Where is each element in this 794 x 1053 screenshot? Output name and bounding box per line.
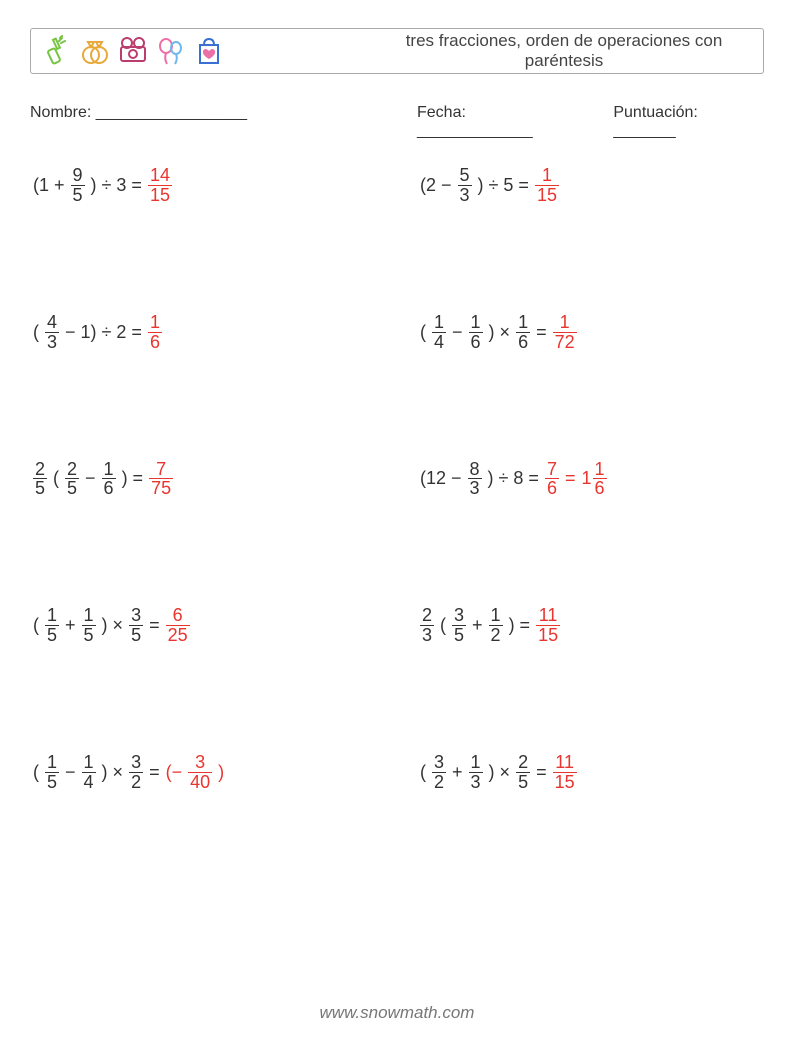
fraction: 43: [45, 313, 59, 352]
expr-text: ) ×: [99, 762, 127, 783]
expr-text: +: [469, 615, 486, 636]
header-icons: [41, 35, 225, 67]
problem: (2 −53) ÷ 5 =115: [417, 166, 764, 205]
problems-grid: (1 +95) ÷ 3 =1415(2 −53) ÷ 5 =115(43− 1)…: [30, 166, 764, 792]
expr-text: (−: [163, 762, 186, 783]
expr-text: ) =: [506, 615, 534, 636]
header-box: tres fracciones, orden de operaciones co…: [30, 28, 764, 74]
expr-text: (: [30, 762, 42, 783]
fraction: 53: [458, 166, 472, 205]
bottle-icon: [41, 35, 73, 67]
fraction: 16: [102, 460, 116, 499]
fraction: 172: [553, 313, 577, 352]
expr-text: (: [30, 615, 42, 636]
mixed-number: 116: [578, 460, 609, 499]
fraction: 35: [129, 606, 143, 645]
fraction: 14: [432, 313, 446, 352]
problem: (15+15) ×35=625: [30, 606, 377, 645]
expr-text: =: [562, 468, 579, 489]
fraction: 16: [148, 313, 162, 352]
fraction: 13: [469, 753, 483, 792]
page-title: tres fracciones, orden de operaciones co…: [225, 31, 753, 71]
problem: (32+13) ×25=1115: [417, 753, 764, 792]
fraction: 95: [71, 166, 85, 205]
fraction: 16: [593, 460, 607, 499]
expr-text: (12 −: [417, 468, 465, 489]
fraction: 32: [432, 753, 446, 792]
expr-text: +: [449, 762, 466, 783]
fraction: 14: [82, 753, 96, 792]
fraction: 16: [469, 313, 483, 352]
problem: (12 −83) ÷ 8 =76=116: [417, 460, 764, 499]
fraction: 12: [489, 606, 503, 645]
fraction: 25: [33, 460, 47, 499]
balloons-icon: [155, 35, 187, 67]
score-field: Puntuación: _______: [613, 104, 764, 140]
fraction: 16: [516, 313, 530, 352]
date-field: Fecha: _____________: [417, 104, 585, 140]
expr-text: =: [533, 762, 550, 783]
fraction: 25: [65, 460, 79, 499]
fraction: 23: [420, 606, 434, 645]
expr-text: ) ÷ 3 =: [88, 175, 145, 196]
expr-text: +: [62, 615, 79, 636]
problem: (1 +95) ÷ 3 =1415: [30, 166, 377, 205]
fraction: 115: [535, 166, 559, 205]
fraction: 15: [45, 753, 59, 792]
fraction: 1115: [553, 753, 577, 792]
expr-text: (2 −: [417, 175, 455, 196]
expr-text: =: [533, 322, 550, 343]
expr-text: ) ÷ 5 =: [475, 175, 532, 196]
footer-url: www.snowmath.com: [0, 1003, 794, 1023]
fraction: 32: [129, 753, 143, 792]
expr-text: ) =: [119, 468, 147, 489]
expr-text: −: [82, 468, 99, 489]
expr-text: ) ×: [486, 762, 514, 783]
fraction: 15: [45, 606, 59, 645]
expr-text: ): [215, 762, 227, 783]
fraction: 775: [149, 460, 173, 499]
meta-row: Nombre: _________________ Fecha: _______…: [30, 104, 764, 140]
fraction: 1415: [148, 166, 172, 205]
camera-icon: [117, 35, 149, 67]
name-field: Nombre: _________________: [30, 104, 377, 140]
expr-text: (: [417, 762, 429, 783]
fraction: 15: [82, 606, 96, 645]
expr-text: (: [50, 468, 62, 489]
expr-text: (1 +: [30, 175, 68, 196]
rings-icon: [79, 35, 111, 67]
expr-text: − 1) ÷ 2 =: [62, 322, 145, 343]
expr-text: −: [449, 322, 466, 343]
fraction: 83: [468, 460, 482, 499]
fraction: 340: [188, 753, 212, 792]
expr-text: ) ×: [486, 322, 514, 343]
fraction: 1115: [536, 606, 560, 645]
fraction: 625: [166, 606, 190, 645]
expr-text: ) ×: [99, 615, 127, 636]
fraction: 25: [516, 753, 530, 792]
expr-text: (: [417, 322, 429, 343]
problem: 23(35+12) =1115: [417, 606, 764, 645]
bag-icon: [193, 35, 225, 67]
problem: (14−16) ×16=172: [417, 313, 764, 352]
problem: (43− 1) ÷ 2 =16: [30, 313, 377, 352]
problem: 25(25−16) =775: [30, 460, 377, 499]
expr-text: (: [437, 615, 449, 636]
expr-text: (: [30, 322, 42, 343]
expr-text: ) ÷ 8 =: [485, 468, 542, 489]
expr-text: =: [146, 762, 163, 783]
problem: (15−14) ×32=(−340): [30, 753, 377, 792]
expr-text: =: [146, 615, 163, 636]
fraction: 76: [545, 460, 559, 499]
expr-text: −: [62, 762, 79, 783]
fraction: 35: [452, 606, 466, 645]
